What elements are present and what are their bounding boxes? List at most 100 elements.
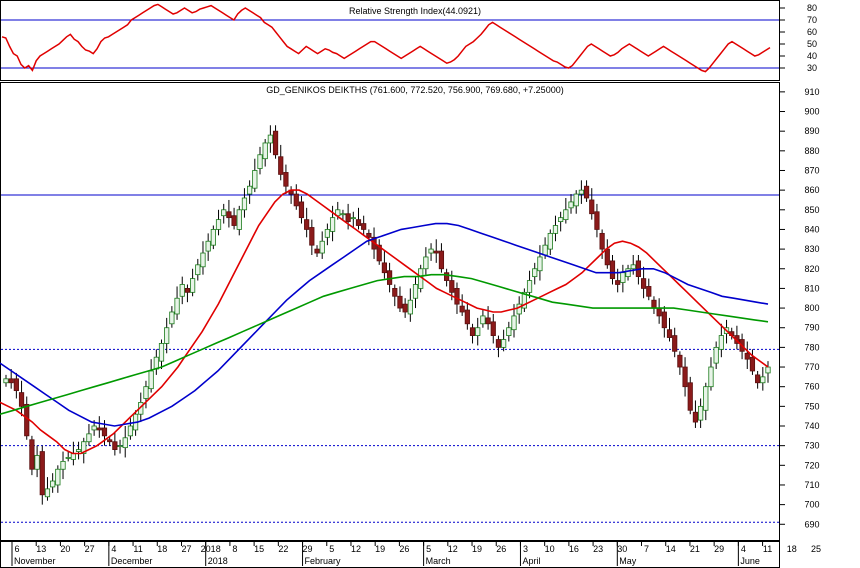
candle-body-up	[708, 366, 714, 388]
price-y-tick-label: 770	[804, 362, 819, 372]
candle-body-down	[402, 303, 408, 313]
candle	[661, 306, 667, 338]
candle-body-up	[257, 154, 263, 169]
candle-body-up	[501, 339, 507, 348]
candle-body-up	[117, 445, 123, 448]
candle	[760, 367, 766, 391]
candle-body-up	[573, 193, 579, 207]
candle	[18, 380, 25, 417]
candle-body-up	[179, 284, 185, 297]
candle-body-down	[355, 219, 362, 226]
candle-body-up	[329, 217, 336, 232]
candle	[340, 209, 346, 220]
candle	[190, 268, 196, 297]
candle-body-down	[656, 307, 662, 317]
price-y-tick-label: 700	[804, 500, 819, 510]
candle-body-down	[490, 321, 496, 336]
candle-body-up	[247, 185, 253, 195]
candle	[495, 335, 502, 358]
candle	[293, 184, 299, 210]
candle	[558, 211, 564, 232]
x-tick-label: 19	[375, 544, 385, 554]
x-tick-label: 25	[811, 544, 821, 554]
candle-body-up	[765, 366, 771, 374]
candle	[195, 258, 201, 281]
x-axis: 6 13 20 27 4 11 18 27 2018 8 15 22 29 5 12 19 26 5 12 19 26 3…	[0, 541, 821, 568]
candle-body-down	[8, 378, 14, 384]
month-label: November	[14, 556, 56, 566]
price-y-tick-label: 910	[804, 87, 819, 97]
candle-body-up	[60, 460, 66, 470]
candle-body-up	[200, 252, 206, 268]
candle	[501, 329, 507, 352]
candle	[506, 321, 512, 342]
candle	[55, 465, 61, 493]
candle	[682, 357, 688, 397]
candle-body-up	[169, 311, 175, 325]
candle	[392, 284, 398, 307]
candle	[8, 369, 14, 389]
candle	[50, 473, 56, 493]
candle-body-down	[755, 374, 761, 384]
rsi-y-tick-label: 60	[807, 27, 817, 37]
candle-body-up	[532, 268, 538, 278]
price-y-tick-label: 860	[804, 185, 819, 195]
candle-body-up	[511, 315, 517, 331]
candle	[469, 323, 476, 344]
candle	[412, 276, 419, 309]
candle	[537, 245, 543, 281]
month-label: 2018	[208, 556, 228, 566]
candle	[272, 125, 279, 159]
price-y-tick-label: 880	[804, 146, 819, 156]
candle	[29, 435, 35, 476]
candle	[402, 298, 408, 318]
candle-body-down	[687, 382, 693, 411]
candle	[708, 357, 714, 391]
price-y-tick-label: 760	[804, 382, 819, 392]
candle	[278, 144, 284, 181]
candle	[677, 351, 683, 375]
candle	[516, 296, 522, 324]
candle-body-down	[749, 356, 756, 372]
price-y-tick-label: 690	[804, 519, 819, 529]
candle	[44, 477, 51, 501]
candle-body-up	[760, 376, 766, 384]
candle	[703, 382, 709, 421]
candle-body-down	[433, 250, 439, 254]
candle-body-up	[70, 453, 76, 460]
candle	[252, 158, 258, 193]
price-y-axis: 690 700 710 720 730 740 750 760 770 780 790 800 810 8…	[780, 87, 820, 529]
candle-body-down	[231, 215, 237, 226]
candle-body-up	[547, 232, 553, 250]
x-tick-label: 5	[329, 544, 334, 554]
x-tick-label: 23	[593, 544, 603, 554]
candle-body-down	[594, 211, 600, 230]
candle-body-up	[262, 142, 268, 160]
candle-body-up	[475, 327, 481, 336]
x-tick-label: 26	[496, 544, 506, 554]
x-tick-label: 8	[232, 544, 237, 554]
candle-body-up	[158, 343, 165, 362]
candle-body-up	[350, 217, 356, 220]
candle-body-down	[283, 172, 289, 187]
candle	[96, 416, 102, 438]
candle	[65, 451, 71, 462]
candle	[298, 196, 305, 224]
candle-body-up	[552, 225, 559, 234]
candle-body-up	[236, 209, 242, 230]
candle	[672, 327, 678, 358]
candle-body-up	[423, 256, 429, 270]
candle-body-down	[692, 411, 699, 423]
candle-body-up	[568, 201, 574, 209]
candle	[433, 239, 439, 263]
candle	[573, 190, 579, 214]
candle	[75, 441, 82, 460]
candle	[692, 400, 699, 428]
x-tick-label: 11	[133, 544, 142, 554]
candle-body-up	[324, 229, 330, 238]
month-label: June	[740, 556, 760, 566]
candle-body-down	[107, 439, 113, 443]
candle-body-down	[397, 295, 403, 309]
candle	[241, 188, 248, 218]
